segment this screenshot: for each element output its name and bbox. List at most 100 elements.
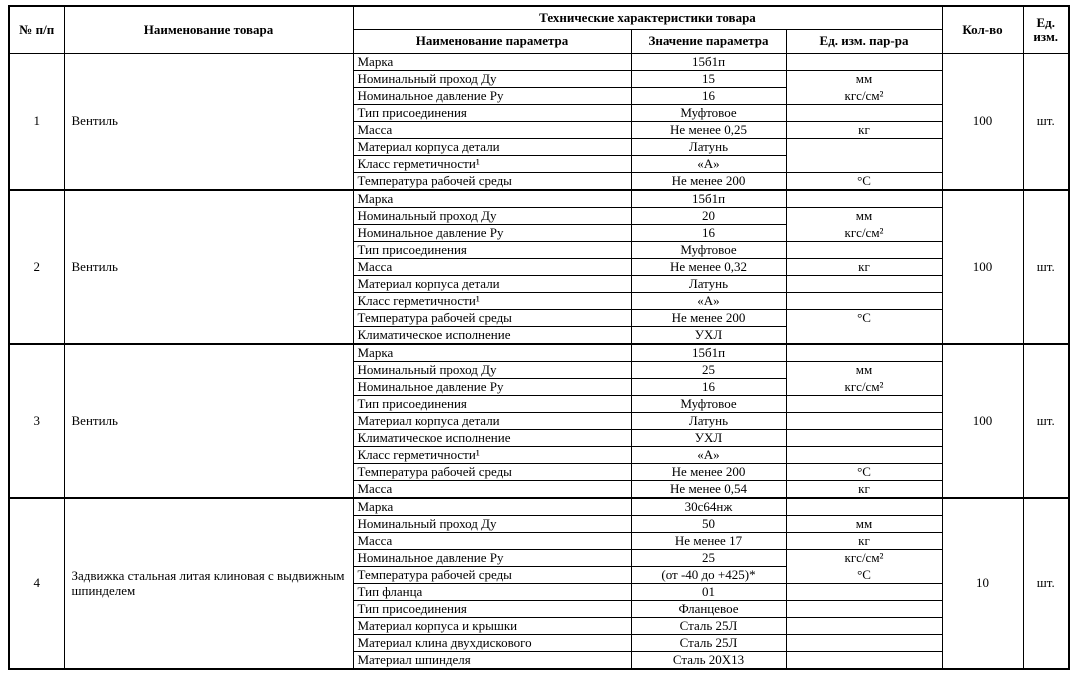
header-param-name: Наименование параметра — [352, 29, 632, 54]
quantity-cell: 100 — [941, 189, 1024, 345]
param-value-cell: 15б1п — [630, 53, 787, 71]
item-number-cell: 3 — [8, 343, 65, 499]
param-value-cell: Латунь — [630, 138, 787, 156]
param-row: Масса Не менее 0,32 кг — [9, 258, 1069, 276]
param-unit-cell — [785, 412, 943, 430]
param-value-cell: «А» — [630, 292, 787, 310]
param-value-cell: Не менее 0,32 — [630, 258, 787, 276]
param-name-cell: Материал шпинделя — [352, 651, 632, 670]
param-value-cell: Не менее 200 — [630, 172, 787, 191]
param-name-cell: Материал корпуса и крышки — [352, 617, 632, 635]
param-name-cell: Номинальный проход Ду — [352, 515, 632, 533]
param-name-cell: Номинальное давление Ру — [352, 87, 632, 105]
param-row: Материал корпуса детали Латунь — [9, 138, 1069, 156]
param-value-cell: Фланцевое — [630, 600, 787, 618]
unit-cell: шт. — [1022, 343, 1070, 499]
product-name-cell: Вентиль — [63, 343, 354, 499]
param-name-cell: Материал корпуса детали — [352, 412, 632, 430]
param-unit-cell: кгс/см² — [785, 224, 943, 242]
param-unit-cell — [785, 395, 943, 413]
param-unit-cell — [785, 600, 943, 618]
param-value-cell: 25 — [630, 361, 787, 379]
param-name-cell: Масса — [352, 480, 632, 499]
param-value-cell: Муфтовое — [630, 241, 787, 259]
param-value-cell: Сталь 25Л — [630, 634, 787, 652]
product-name-cell: Вентиль — [63, 53, 354, 191]
header-tech-characteristics: Технические характеристики товара — [352, 5, 943, 30]
param-unit-cell: кг — [785, 258, 943, 276]
param-name-cell: Тип присоединения — [352, 241, 632, 259]
param-row: Номинальное давление Ру 16 кгс/см² — [9, 87, 1069, 105]
param-name-cell: Масса — [352, 121, 632, 139]
param-unit-cell: кгс/см² — [785, 378, 943, 396]
table-header: № п/п Наименование товара Технические ха… — [8, 5, 1070, 54]
param-name-cell: Температура рабочей среды — [352, 463, 632, 481]
param-unit-cell — [785, 275, 943, 293]
param-value-cell: УХЛ — [630, 326, 787, 345]
param-unit-cell — [785, 155, 943, 173]
product-name-cell: Вентиль — [63, 189, 354, 345]
param-name-cell: Температура рабочей среды — [352, 309, 632, 327]
param-unit-cell: мм — [785, 70, 943, 88]
param-name-cell: Масса — [352, 258, 632, 276]
param-unit-cell — [785, 429, 943, 447]
param-name-cell: Марка — [352, 53, 632, 71]
param-value-cell: 01 — [630, 583, 787, 601]
param-row: Материал клина двухдискового Сталь 25Л — [9, 634, 1069, 652]
param-row: 1 Вентиль Марка 15б1п 100 шт. — [8, 53, 1070, 191]
param-value-cell: 16 — [630, 87, 787, 105]
param-name-cell: Масса — [352, 532, 632, 550]
param-value-cell: 15б1п — [630, 189, 787, 208]
param-unit-cell — [785, 241, 943, 259]
param-name-cell: Номинальное давление Ру — [352, 224, 632, 242]
param-row: Материал корпуса детали Латунь — [9, 412, 1069, 430]
param-value-cell: 16 — [630, 378, 787, 396]
param-row: Температура рабочей среды Не менее 200 °С — [9, 309, 1069, 327]
param-name-cell: Тип присоединения — [352, 600, 632, 618]
header-unit: Ед. изм. — [1022, 5, 1070, 54]
param-name-cell: Марка — [352, 343, 632, 362]
param-unit-cell — [785, 53, 943, 71]
param-name-cell: Номинальное давление Ру — [352, 378, 632, 396]
param-unit-cell: °С — [785, 566, 943, 584]
param-value-cell: «А» — [630, 155, 787, 173]
param-value-cell: 20 — [630, 207, 787, 225]
param-name-cell: Класс герметичности¹ — [352, 155, 632, 173]
param-name-cell: Номинальный проход Ду — [352, 70, 632, 88]
param-name-cell: Тип фланца — [352, 583, 632, 601]
param-name-cell: Температура рабочей среды — [352, 566, 632, 584]
param-row: Материал корпуса детали Латунь — [9, 275, 1069, 293]
param-row: Номинальный проход Ду 25 мм — [9, 361, 1069, 379]
param-row: 2 Вентиль Марка 15б1п 100 шт. — [8, 189, 1070, 345]
param-unit-cell — [785, 446, 943, 464]
param-name-cell: Материал клина двухдискового — [352, 634, 632, 652]
param-unit-cell — [785, 104, 943, 122]
param-row: Материал корпуса и крышки Сталь 25Л — [9, 617, 1069, 635]
param-row: Тип фланца 01 — [9, 583, 1069, 601]
param-row: Температура рабочей среды Не менее 200 °С — [9, 463, 1069, 481]
table-body: 1 Вентиль Марка 15б1п 100 шт. Номинальный прох… — [8, 53, 1070, 670]
param-name-cell: Марка — [352, 189, 632, 208]
param-row: Климатическое исполнение УХЛ — [9, 429, 1069, 447]
unit-cell: шт. — [1022, 53, 1070, 191]
param-value-cell: Латунь — [630, 412, 787, 430]
param-name-cell: Материал корпуса детали — [352, 138, 632, 156]
param-value-cell: Не менее 200 — [630, 309, 787, 327]
item-number-cell: 2 — [8, 189, 65, 345]
param-unit-cell: °С — [785, 172, 943, 191]
param-unit-cell: кгс/см² — [785, 549, 943, 567]
param-value-cell: Латунь — [630, 275, 787, 293]
quantity-cell: 100 — [941, 343, 1024, 499]
param-name-cell: Класс герметичности¹ — [352, 292, 632, 310]
param-name-cell: Номинальный проход Ду — [352, 207, 632, 225]
param-value-cell: 15 — [630, 70, 787, 88]
param-name-cell: Класс герметичности¹ — [352, 446, 632, 464]
param-value-cell: 25 — [630, 549, 787, 567]
param-name-cell: Материал корпуса детали — [352, 275, 632, 293]
header-param-unit: Ед. изм. пар-ра — [785, 29, 943, 54]
param-value-cell: 50 — [630, 515, 787, 533]
param-unit-cell: кг — [785, 121, 943, 139]
param-name-cell: Климатическое исполнение — [352, 429, 632, 447]
param-value-cell: 30с64нж — [630, 497, 787, 516]
param-name-cell: Климатическое исполнение — [352, 326, 632, 345]
